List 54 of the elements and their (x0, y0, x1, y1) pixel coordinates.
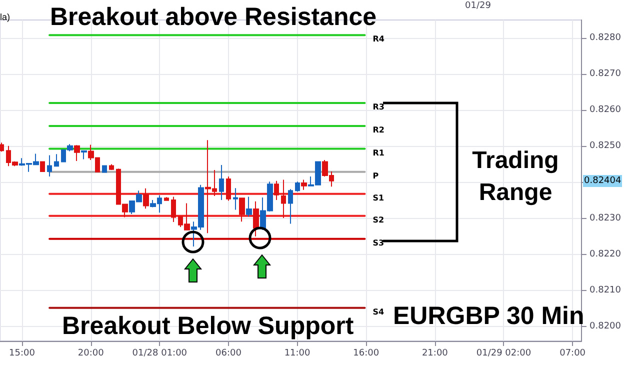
annotation: Breakout Below Support (62, 312, 354, 341)
candlestick (109, 164, 114, 171)
text: 01/29 (465, 1, 491, 11)
x-tick-label: 01/29 02:00 (476, 348, 532, 358)
y-tick-label: 0.8210 (590, 286, 622, 296)
candlestick (295, 181, 300, 192)
y-tick-label: 0.8280 (590, 33, 622, 44)
candlestick (102, 165, 107, 173)
series-label: S1 (372, 193, 384, 202)
series-label: S3 (372, 238, 384, 248)
candlestick (274, 180, 279, 200)
x-tick-label: 01/28 01:00 (132, 348, 188, 358)
annotation: Trading Range (471, 146, 560, 208)
candlestick (54, 154, 59, 167)
y-tick-label: 0.8250 (590, 141, 622, 152)
candlestick (40, 161, 45, 172)
candlestick (253, 200, 259, 237)
x-tick-label: 21:00 (422, 348, 448, 358)
candlestick (74, 144, 80, 162)
annotation: EURGBP 30 Min (393, 302, 584, 331)
series-label: R3 (372, 102, 384, 112)
candlestick (239, 198, 245, 222)
series-label: R2 (372, 126, 384, 135)
series-label: P (372, 171, 379, 180)
x-tick-label: 07:00 (560, 348, 586, 358)
series-label: R1 (372, 148, 385, 158)
x-tick-label: 06:00 (216, 348, 242, 358)
candlestick (47, 154, 52, 178)
y-tick-label: 0.8200 (590, 322, 622, 332)
annotation: la) (0, 12, 10, 22)
x-tick-label: 15:00 (9, 348, 36, 358)
x-tick-label: 20:00 (78, 348, 104, 358)
candlestick (233, 188, 238, 210)
x-tick-label: 16:00 (353, 348, 380, 358)
series-label: R4 (372, 34, 385, 44)
candlestick (164, 196, 169, 201)
candlestick (143, 188, 149, 210)
x-tick-label: 11:00 (284, 348, 311, 358)
candlestick (301, 179, 307, 190)
annotation: Breakout above Resistance (50, 3, 377, 32)
y-tick-label: 0.8220 (590, 249, 622, 260)
candlestick (171, 196, 176, 222)
y-tick-label: 0.8230 (590, 213, 622, 224)
candlestick (288, 188, 293, 224)
candlestick (81, 150, 87, 160)
candlestick (281, 179, 286, 219)
candlestick (246, 196, 252, 218)
series-label: S2 (372, 215, 384, 224)
y-tick-label: 0.8270 (590, 69, 622, 80)
annotation: 0.82404 (583, 174, 622, 187)
series-label: S4 (372, 307, 384, 316)
candlestick (226, 176, 231, 202)
y-tick-label: 0.8260 (590, 105, 622, 116)
candlestick (219, 164, 224, 200)
